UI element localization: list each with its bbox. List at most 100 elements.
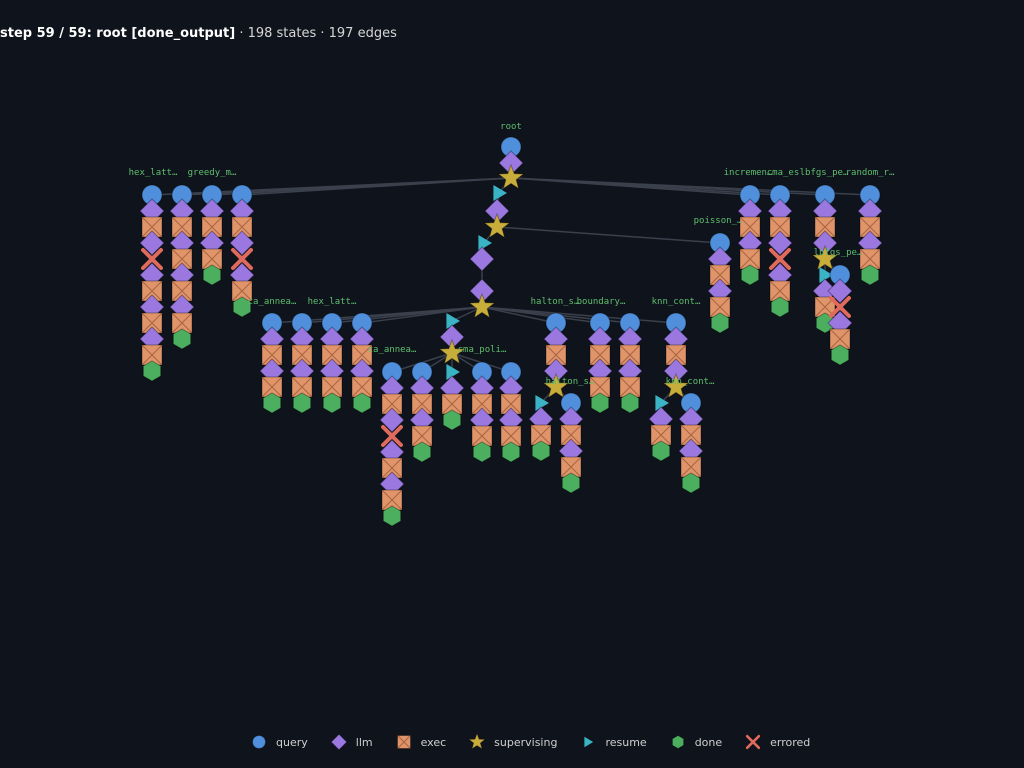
node-label: greedy_m… <box>188 168 237 178</box>
done-node <box>442 409 462 431</box>
done-node <box>352 392 372 414</box>
legend-item-supervising: supervising <box>468 733 557 751</box>
exec-node <box>141 344 163 366</box>
done-node <box>590 392 610 414</box>
llm-node <box>229 230 255 256</box>
circle-icon <box>252 735 266 749</box>
circle-icon <box>252 735 266 749</box>
legend-item-resume: resume <box>579 733 647 751</box>
exec-node <box>500 425 522 447</box>
label-layer: root hex_latt… greedy_m… incremen…cma_es lbf… <box>129 122 895 387</box>
done-node <box>860 264 880 286</box>
resume-node <box>819 267 833 283</box>
done-node <box>620 392 640 414</box>
legend-item-errored: errored <box>744 733 810 751</box>
star-icon <box>468 733 487 750</box>
triangle-icon <box>584 736 594 748</box>
branch-edge <box>496 226 721 244</box>
exec-node <box>141 312 163 334</box>
exec-node <box>829 328 851 350</box>
llm-node <box>379 407 405 433</box>
exec-node <box>589 376 611 398</box>
done-node <box>172 328 192 350</box>
branch-edge <box>510 177 871 196</box>
resume-node <box>446 364 460 380</box>
done-node <box>382 505 402 527</box>
square-icon <box>396 735 411 749</box>
done-node <box>561 472 581 494</box>
done-node <box>681 472 701 494</box>
llm-node <box>767 230 793 256</box>
legend-label: errored <box>770 735 811 749</box>
node-label: random_r… <box>846 168 895 178</box>
done-node <box>830 344 850 366</box>
errored-node <box>381 425 403 447</box>
node-label: ca_annea… <box>368 345 417 355</box>
spine-llm-node <box>469 246 495 272</box>
done-node <box>142 360 162 382</box>
cross-icon <box>745 734 761 750</box>
branch-edge <box>481 306 677 324</box>
errored-node <box>829 296 851 318</box>
supervising-node <box>811 244 839 271</box>
done-node <box>292 392 312 414</box>
done-node <box>322 392 342 414</box>
done-node <box>202 264 222 286</box>
supervising-node <box>662 372 690 399</box>
exec-node <box>471 393 493 415</box>
node-label: cma_poli… <box>458 345 507 355</box>
exec-node <box>619 376 641 398</box>
exec-node <box>411 393 433 415</box>
spine-resume-node <box>493 185 507 201</box>
node-label: hex_latt… <box>308 297 357 307</box>
cross-icon <box>745 734 761 750</box>
diamond-icon <box>330 733 348 751</box>
legend-label: query <box>276 735 308 749</box>
node-label: knn_cont… <box>652 297 701 307</box>
spine-resume-node <box>478 235 492 251</box>
graph-stats: · 198 states · 197 edges <box>239 26 397 41</box>
branch-edge <box>361 306 483 324</box>
llm-node <box>827 278 853 304</box>
node-label: cma_es <box>767 168 800 178</box>
errored-node <box>231 248 253 270</box>
star-icon <box>468 733 487 750</box>
node-label: boundary… <box>577 297 626 307</box>
done-node <box>651 440 671 462</box>
node-label: halton_s… <box>531 297 580 307</box>
done-node <box>740 264 760 286</box>
done-node <box>232 296 252 318</box>
spine-supervising-node <box>468 292 496 319</box>
done-node <box>710 312 730 334</box>
exec-node <box>171 216 193 238</box>
hexagon-icon <box>671 734 684 750</box>
done-node <box>531 440 551 462</box>
legend-item-llm: llm <box>330 733 373 751</box>
node-label: incremen… <box>724 168 773 178</box>
node-label: knn_cont… <box>666 377 715 387</box>
llm-node <box>139 230 165 256</box>
exec-node <box>171 248 193 270</box>
node-label: lbfgs_pe… <box>814 248 863 258</box>
node-label: halton_s… <box>546 377 595 387</box>
legend-label: llm <box>355 735 373 749</box>
done-node <box>262 392 282 414</box>
errored-node <box>769 248 791 270</box>
exec-node <box>859 248 881 270</box>
exec-node <box>545 344 567 366</box>
done-node <box>412 441 432 463</box>
exec-node <box>769 280 791 302</box>
exec-node <box>231 216 253 238</box>
legend: query llm exec supervising resume done errored <box>250 733 810 751</box>
node-layer <box>139 136 883 527</box>
hexagon-icon <box>671 734 684 750</box>
exec-node <box>351 376 373 398</box>
resume-node <box>446 313 460 329</box>
exec-node <box>769 216 791 238</box>
branch-edge <box>481 306 557 324</box>
legend-label: resume <box>605 735 647 749</box>
legend-label: exec <box>420 735 447 749</box>
legend-label: supervising <box>494 735 558 749</box>
header: step 59 / 59: root [done_output] · 198 s… <box>0 26 397 46</box>
